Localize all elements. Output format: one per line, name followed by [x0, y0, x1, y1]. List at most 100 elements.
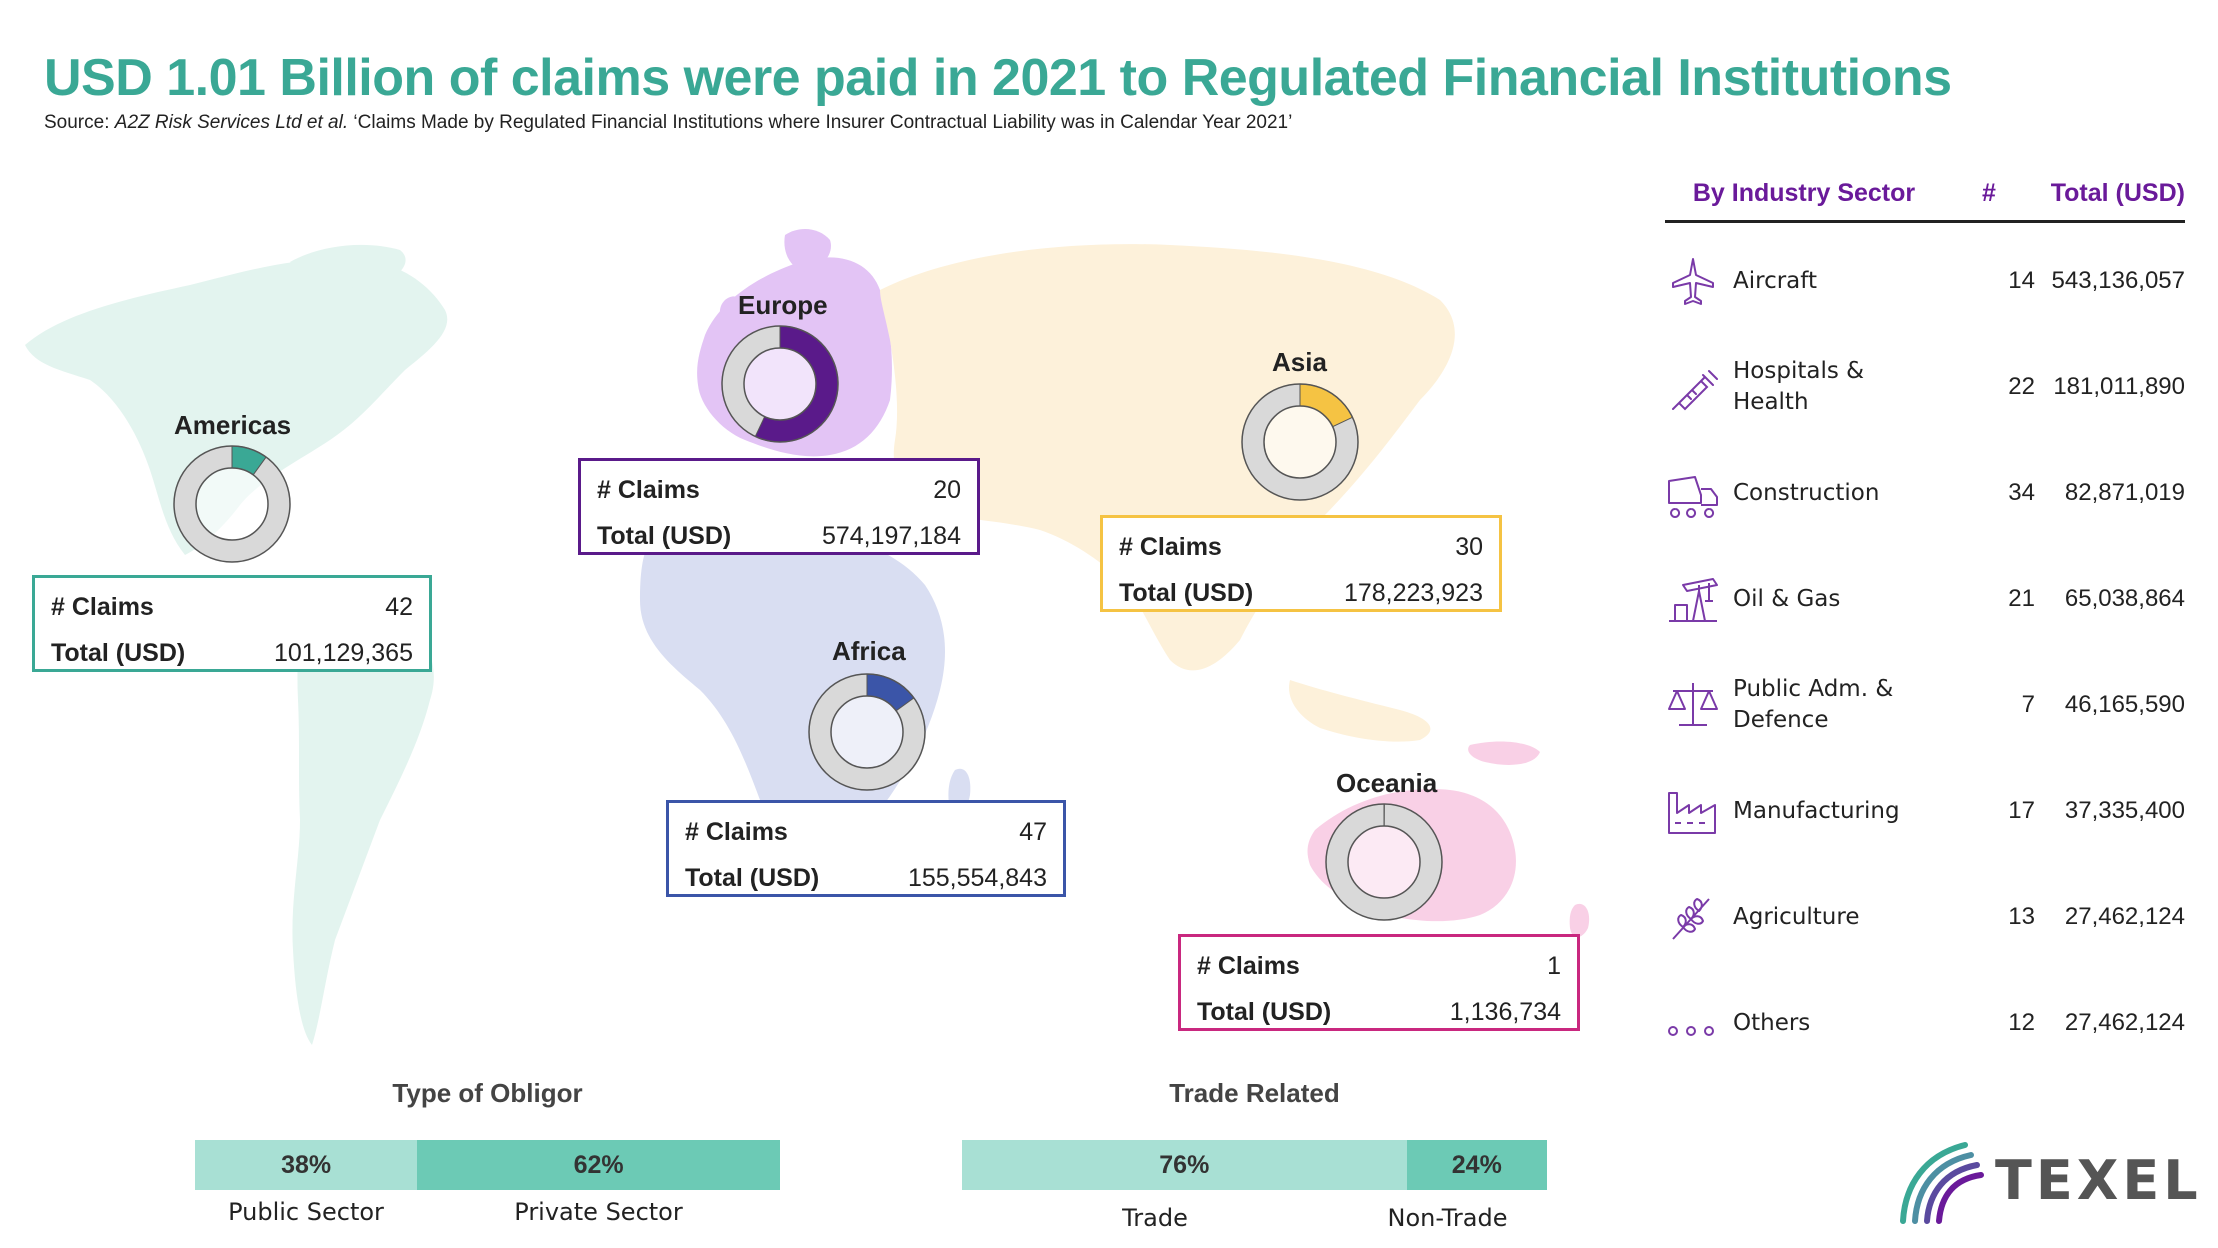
sector-total: 27,462,124 [2064, 903, 2185, 930]
sector-label: Public Adm. & Defence [1733, 676, 1894, 733]
sector-count: 13 [2008, 903, 2035, 930]
claims-label: # Claims [597, 475, 700, 504]
donut-hole [1347, 825, 1421, 899]
region-name-asia: Asia [1272, 347, 1327, 377]
source-prefix: Source: [44, 112, 110, 133]
dots-icon [1668, 1026, 1714, 1036]
trade-label-nontrade: Non-Trade [1387, 1204, 1508, 1232]
obligor-label-private: Private Sector [514, 1198, 683, 1226]
southeast-asia-islands-shape [1289, 680, 1431, 742]
sector-total: 46,165,590 [2064, 691, 2185, 718]
claims-value: 47 [1019, 817, 1047, 846]
total-label: Total (USD) [597, 521, 732, 550]
sector-label: Oil & Gas [1733, 585, 1841, 612]
source-author: A2Z Risk Services Ltd et al. [114, 112, 349, 133]
claims-box-europe: # Claims 20 Total (USD) 574,197,184 [578, 458, 980, 555]
table-row: Oil & Gas 21 65,038,864 [1665, 554, 2185, 644]
table-row: Others 12 27,462,124 [1665, 978, 2185, 1068]
donut-hole [195, 467, 269, 541]
scandinavia-shape [784, 228, 831, 272]
new-zealand-shape [1569, 903, 1590, 937]
obligor-segment-private: 62% [417, 1140, 780, 1190]
claims-label: # Claims [1197, 951, 1300, 980]
donut-asia [1241, 383, 1359, 501]
sector-count: 12 [2008, 1009, 2035, 1036]
claims-box-africa: # Claims 47 Total (USD) 155,554,843 [666, 800, 1066, 897]
trade-label-trade: Trade [1122, 1204, 1188, 1232]
asia-shape [880, 244, 1455, 671]
sector-total: 82,871,019 [2064, 479, 2185, 506]
sector-total: 543,136,057 [2051, 267, 2185, 294]
region-name-europe: Europe [738, 290, 828, 320]
table-row: Aircraft 14 543,136,057 [1665, 236, 2185, 326]
cement-truck-icon [1668, 476, 1718, 518]
sector-total: 181,011,890 [2053, 373, 2185, 400]
claims-value: 30 [1455, 532, 1483, 561]
oil-pump-icon [1669, 578, 1718, 622]
total-value: 1,136,734 [1449, 997, 1561, 1026]
obligor-label-public: Public Sector [228, 1198, 384, 1226]
donut-hole [1263, 405, 1337, 479]
table-row: Construction 34 82,871,019 [1665, 448, 2185, 538]
obligor-title: Type of Obligor [392, 1078, 583, 1108]
segment-percent: 24% [1451, 1150, 1502, 1179]
airplane-icon [1672, 258, 1714, 305]
claims-value: 20 [933, 475, 961, 504]
total-value: 178,223,923 [1343, 578, 1483, 607]
sector-total: 37,335,400 [2064, 797, 2185, 824]
total-value: 101,129,365 [273, 638, 413, 667]
sector-label: Manufacturing [1733, 797, 1900, 824]
donut-outline [721, 325, 839, 443]
sector-label: Agriculture [1733, 903, 1860, 930]
total-value: 155,554,843 [907, 863, 1047, 892]
donut-africa [808, 673, 926, 791]
papua-shape [1468, 741, 1540, 765]
claims-label: # Claims [51, 592, 154, 621]
industry-table: By Industry Sector # Total (USD) Aircraf… [1665, 170, 2185, 1036]
header-rule [1665, 220, 2185, 223]
donut-outline [1241, 383, 1359, 501]
claims-box-asia: # Claims 30 Total (USD) 178,223,923 [1100, 515, 1502, 612]
donut-hole [830, 695, 904, 769]
claims-value: 42 [385, 592, 413, 621]
sector-count: 22 [2008, 373, 2035, 400]
total-value: 574,197,184 [821, 521, 961, 550]
donut-americas [173, 445, 291, 563]
total-label: Total (USD) [1119, 578, 1254, 607]
wheat-icon [1672, 898, 1710, 940]
donut-hole [743, 347, 817, 421]
syringe-icon [1672, 370, 1718, 411]
segment-percent: 62% [573, 1150, 624, 1179]
region-name-oceania: Oceania [1336, 768, 1438, 798]
claims-box-oceania: # Claims 1 Total (USD) 1,136,734 [1178, 934, 1580, 1031]
total-label: Total (USD) [685, 863, 820, 892]
sector-total: 27,462,124 [2064, 1009, 2185, 1036]
donut-europe [721, 325, 839, 443]
sector-count: 14 [2008, 267, 2035, 294]
source-note: Source: A2Z Risk Services Ltd et al. ‘Cl… [44, 112, 1292, 134]
claims-label: # Claims [1119, 532, 1222, 561]
logo-text: TEXEL [1995, 1148, 2202, 1212]
source-citation: ‘Claims Made by Regulated Financial Inst… [353, 112, 1293, 133]
trade-title: Trade Related [1169, 1078, 1340, 1108]
table-row: Manufacturing 17 37,335,400 [1665, 766, 2185, 856]
total-label: Total (USD) [51, 638, 186, 667]
greenland-shape [290, 244, 406, 289]
factory-icon [1668, 792, 1716, 834]
trade-segment-nontrade: 24% [1406, 1140, 1547, 1190]
header-count: # [1982, 178, 1996, 207]
donut-oceania [1325, 803, 1443, 921]
sector-total: 65,038,864 [2064, 585, 2185, 612]
south-america-shape [292, 587, 434, 1045]
table-header: By Industry Sector # Total (USD) [1665, 170, 2185, 216]
obligor-bar: 38% 62% [195, 1140, 780, 1190]
table-row: Agriculture 13 27,462,124 [1665, 872, 2185, 962]
donut-outline [173, 445, 291, 563]
sector-label: Hospitals & Health [1733, 358, 1865, 415]
table-row: Hospitals & Health 22 181,011,890 [1665, 342, 2185, 432]
north-america-shape [25, 259, 448, 555]
table-row: Public Adm. & Defence 7 46,165,590 [1665, 660, 2185, 750]
texel-logo-mark [1900, 1142, 1984, 1224]
region-name-americas: Americas [174, 410, 292, 440]
claims-label: # Claims [685, 817, 788, 846]
